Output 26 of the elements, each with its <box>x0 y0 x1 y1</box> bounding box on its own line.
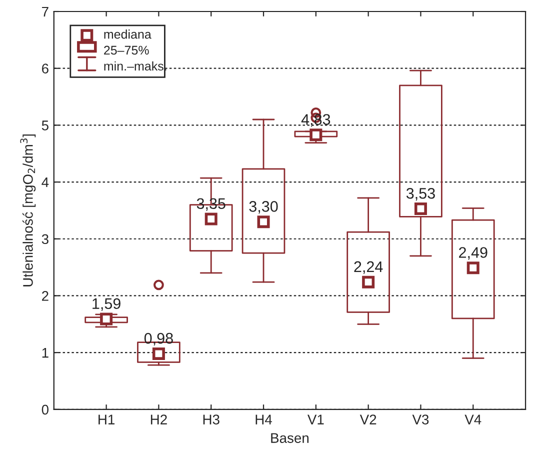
text: 2,49 <box>459 247 488 260</box>
y-tick-label: 1 <box>42 348 48 358</box>
x-tick-label: V4 <box>464 414 482 424</box>
annotation: 25–75% <box>104 46 149 55</box>
y-tick-label: 2 <box>42 291 48 301</box>
x-axis-title: Basen <box>271 433 309 443</box>
y-axis-title: Utlenialność [mgO$_{2}$/dm$^{3}$] <box>20 134 36 286</box>
text: 2,24 <box>354 261 383 274</box>
text: 3,53 <box>406 188 435 201</box>
x-tick-label: H1 <box>98 414 114 424</box>
x-tick-label: V1 <box>307 414 324 424</box>
y-tick-label: 5 <box>42 120 48 130</box>
x-tick-label: H4 <box>256 414 272 424</box>
y-tick-label: 6 <box>42 64 48 74</box>
x-tick-label: V3 <box>412 414 429 424</box>
y-tick-label: 4 <box>42 178 49 188</box>
text: 3,30 <box>249 201 278 214</box>
text: 4,83 <box>301 114 330 127</box>
y-tick-label: 0 <box>42 404 48 415</box>
x-tick-label: H2 <box>150 414 167 424</box>
annotation: mediana <box>104 30 152 39</box>
x-tick-label: H3 <box>203 414 220 424</box>
y-tick-label: 3 <box>42 234 48 244</box>
y-tick-label: 7 <box>42 6 48 17</box>
x-tick-label: V2 <box>360 414 376 424</box>
text: 1,59 <box>92 298 120 311</box>
